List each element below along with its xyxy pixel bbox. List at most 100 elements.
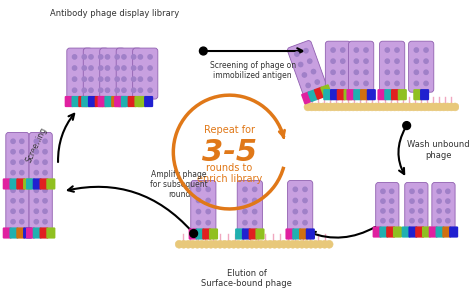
FancyBboxPatch shape <box>191 180 216 232</box>
Circle shape <box>436 103 444 111</box>
FancyBboxPatch shape <box>100 48 125 99</box>
Circle shape <box>280 240 288 248</box>
Circle shape <box>303 209 307 214</box>
Circle shape <box>11 160 15 164</box>
FancyBboxPatch shape <box>415 226 424 238</box>
Circle shape <box>253 209 257 214</box>
FancyBboxPatch shape <box>88 96 97 107</box>
FancyBboxPatch shape <box>422 226 431 238</box>
Circle shape <box>19 209 24 213</box>
FancyBboxPatch shape <box>29 133 52 182</box>
Circle shape <box>82 77 86 81</box>
FancyBboxPatch shape <box>393 226 402 238</box>
FancyBboxPatch shape <box>95 96 104 107</box>
Circle shape <box>410 209 414 213</box>
Circle shape <box>19 139 24 143</box>
Circle shape <box>338 103 346 111</box>
Circle shape <box>303 220 307 225</box>
Circle shape <box>193 240 201 248</box>
Circle shape <box>43 199 47 203</box>
Circle shape <box>391 103 399 111</box>
Circle shape <box>364 70 368 74</box>
Circle shape <box>19 171 24 175</box>
Circle shape <box>43 160 47 164</box>
Circle shape <box>207 240 215 248</box>
FancyBboxPatch shape <box>325 41 350 92</box>
Circle shape <box>303 198 307 203</box>
Circle shape <box>253 198 257 203</box>
Circle shape <box>390 219 394 223</box>
Circle shape <box>202 240 210 248</box>
Circle shape <box>196 220 201 225</box>
Circle shape <box>364 48 368 52</box>
FancyBboxPatch shape <box>306 228 315 239</box>
FancyBboxPatch shape <box>353 89 362 100</box>
Circle shape <box>390 189 394 194</box>
FancyBboxPatch shape <box>202 228 211 239</box>
Circle shape <box>319 103 327 111</box>
Circle shape <box>311 69 316 74</box>
Circle shape <box>372 103 380 111</box>
Circle shape <box>206 187 210 192</box>
FancyBboxPatch shape <box>373 226 382 238</box>
FancyBboxPatch shape <box>380 41 405 92</box>
Circle shape <box>89 55 93 59</box>
Circle shape <box>390 199 394 203</box>
Circle shape <box>19 150 24 154</box>
Circle shape <box>341 59 345 63</box>
Circle shape <box>414 70 419 74</box>
Circle shape <box>417 103 425 111</box>
FancyBboxPatch shape <box>64 96 74 107</box>
Text: rounds to
enrich library: rounds to enrich library <box>197 163 262 185</box>
FancyBboxPatch shape <box>118 96 127 107</box>
Circle shape <box>184 240 192 248</box>
Circle shape <box>253 187 257 192</box>
Circle shape <box>298 240 306 248</box>
Circle shape <box>19 160 24 164</box>
Circle shape <box>316 240 324 248</box>
FancyBboxPatch shape <box>449 226 458 238</box>
Circle shape <box>432 103 440 111</box>
FancyBboxPatch shape <box>46 227 55 239</box>
FancyBboxPatch shape <box>104 96 113 107</box>
FancyBboxPatch shape <box>26 178 35 190</box>
FancyBboxPatch shape <box>9 178 18 190</box>
Circle shape <box>257 240 265 248</box>
Circle shape <box>342 103 349 111</box>
Circle shape <box>315 80 319 84</box>
Circle shape <box>243 187 247 192</box>
Circle shape <box>293 240 301 248</box>
Circle shape <box>419 189 423 194</box>
Text: Wash unbound
phage: Wash unbound phage <box>407 140 470 160</box>
FancyBboxPatch shape <box>33 178 42 190</box>
Circle shape <box>385 81 390 86</box>
FancyBboxPatch shape <box>116 48 141 99</box>
Circle shape <box>189 240 197 248</box>
Circle shape <box>89 88 93 92</box>
Circle shape <box>43 150 47 154</box>
Circle shape <box>395 103 402 111</box>
FancyBboxPatch shape <box>6 133 29 182</box>
FancyBboxPatch shape <box>379 226 389 238</box>
FancyBboxPatch shape <box>83 48 109 99</box>
Circle shape <box>414 48 419 52</box>
Circle shape <box>115 55 119 59</box>
Circle shape <box>206 209 210 214</box>
FancyBboxPatch shape <box>348 41 374 92</box>
Circle shape <box>383 103 391 111</box>
Circle shape <box>330 103 338 111</box>
Circle shape <box>421 103 429 111</box>
Circle shape <box>115 88 119 92</box>
Circle shape <box>206 220 210 225</box>
FancyBboxPatch shape <box>384 89 393 100</box>
Circle shape <box>243 209 247 214</box>
FancyBboxPatch shape <box>67 48 92 99</box>
Circle shape <box>395 59 399 63</box>
FancyBboxPatch shape <box>111 96 120 107</box>
Circle shape <box>271 240 279 248</box>
Circle shape <box>387 103 395 111</box>
Circle shape <box>365 103 372 111</box>
FancyBboxPatch shape <box>377 89 386 100</box>
FancyBboxPatch shape <box>255 228 264 239</box>
Circle shape <box>131 66 136 70</box>
